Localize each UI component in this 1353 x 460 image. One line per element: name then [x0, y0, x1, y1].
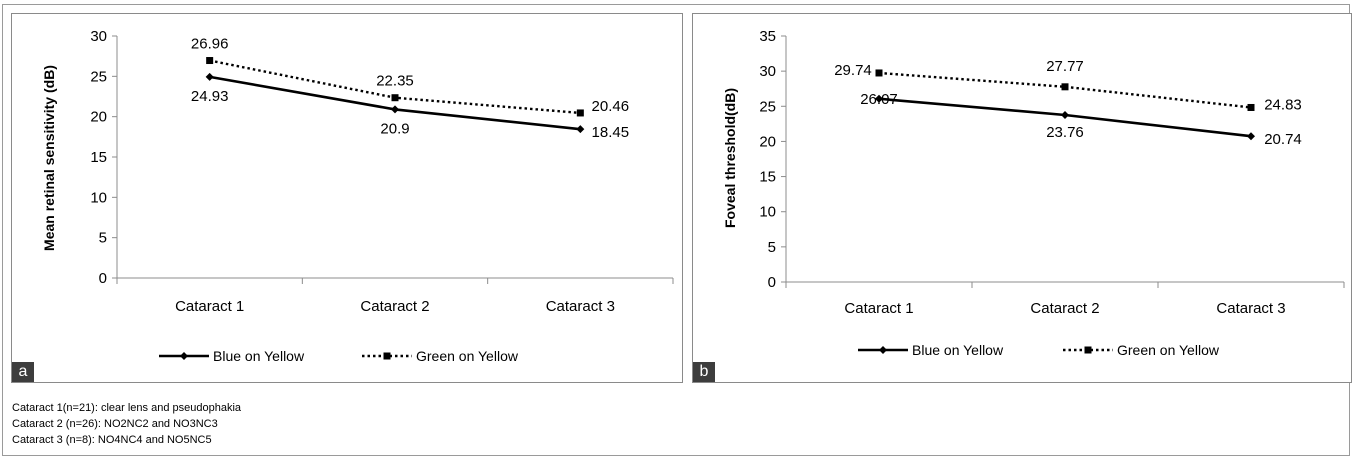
y-tick-label: 10 — [90, 189, 107, 206]
legend-label: Blue on Yellow — [912, 342, 1004, 358]
y-tick-label: 20 — [759, 133, 776, 150]
data-point-green-on-yellow — [576, 109, 584, 117]
x-tick-label: Cataract 2 — [1030, 300, 1099, 317]
y-axis-title: Foveal threshold(dB) — [722, 88, 738, 228]
legend-marker-square — [1084, 346, 1092, 354]
series-line-green-on-yellow — [878, 71, 1252, 109]
y-tick-label: 15 — [90, 149, 107, 166]
data-label-green-on-yellow: 27.77 — [1046, 58, 1084, 75]
data-label-green-on-yellow: 22.35 — [376, 73, 414, 90]
data-label-green-on-yellow: 29.74 — [834, 62, 872, 79]
x-tick-label: Cataract 1 — [844, 300, 913, 317]
data-point-blue-on-yellow — [205, 72, 214, 81]
data-point-blue-on-yellow — [1061, 111, 1069, 120]
y-tick-label: 30 — [90, 28, 107, 45]
legend-marker-diamond — [879, 346, 887, 354]
y-tick-label: 20 — [90, 109, 107, 126]
y-tick-label: 25 — [90, 68, 107, 85]
y-tick-label: 10 — [759, 204, 776, 221]
y-tick-label: 0 — [768, 274, 776, 291]
data-label-blue-on-yellow: 23.76 — [1046, 124, 1084, 141]
data-point-blue-on-yellow — [1247, 132, 1255, 141]
x-tick-label: Cataract 2 — [360, 298, 429, 315]
data-label-blue-on-yellow: 20.9 — [380, 120, 409, 137]
panel-label-a: a — [12, 362, 34, 382]
y-tick-label: 5 — [768, 239, 776, 256]
legend-marker-diamond — [180, 352, 188, 360]
figure-frame: 0 5 10 15 20 25 30 Cataract 1 Cataract 2 Cataract… — [2, 4, 1352, 456]
data-point-green-on-yellow — [1247, 103, 1255, 111]
footnote-cataract-1: Cataract 1(n=21): clear lens and pseudop… — [12, 402, 242, 414]
footnote-cataract-2: Cataract 2 (n=26): NO2NC2 and NO3NC3 — [12, 418, 218, 430]
data-point-green-on-yellow — [206, 57, 214, 65]
data-point-blue-on-yellow — [875, 94, 883, 103]
data-label-green-on-yellow: 24.83 — [1264, 96, 1302, 113]
x-tick-label: Cataract 3 — [1216, 300, 1285, 317]
data-label-green-on-yellow: 26.96 — [191, 36, 229, 53]
x-tick-label: Cataract 1 — [175, 298, 244, 315]
chart-panel-a: 0 5 10 15 20 25 30 Cataract 1 Cataract 2 Cataract… — [11, 13, 683, 383]
y-tick-label: 30 — [759, 63, 776, 80]
data-point-green-on-yellow — [875, 69, 883, 77]
y-tick-label: 15 — [759, 169, 776, 186]
legend-label: Green on Yellow — [416, 348, 519, 364]
x-tick-label: Cataract 3 — [546, 298, 615, 315]
panel-label-b: b — [693, 362, 715, 382]
y-tick-label: 25 — [759, 98, 776, 115]
data-point-blue-on-yellow — [576, 125, 585, 134]
y-axis-title: Mean retinal sensitivity (dB) — [41, 65, 57, 251]
footnotes: Cataract 1(n=21): clear lens and pseudop… — [12, 400, 241, 448]
data-label-blue-on-yellow: 20.74 — [1264, 131, 1302, 148]
footnote-cataract-3: Cataract 3 (n=8): NO4NC4 and NO5NC5 — [12, 434, 212, 446]
legend-label: Blue on Yellow — [213, 348, 305, 364]
chart-a-svg: 0 5 10 15 20 25 30 Cataract 1 Cataract 2 Cataract… — [41, 28, 674, 364]
data-point-blue-on-yellow — [391, 105, 399, 114]
legend-label: Green on Yellow — [1117, 342, 1220, 358]
data-label-green-on-yellow: 20.46 — [592, 98, 630, 115]
y-tick-label: 0 — [99, 270, 107, 287]
y-tick-label: 35 — [759, 28, 776, 45]
data-point-green-on-yellow — [1061, 83, 1069, 91]
data-point-green-on-yellow — [391, 94, 399, 102]
data-label-blue-on-yellow: 18.45 — [592, 124, 630, 141]
data-label-blue-on-yellow: 26.07 — [860, 91, 898, 108]
data-label-blue-on-yellow: 24.93 — [191, 88, 229, 105]
y-tick-label: 5 — [99, 230, 107, 247]
chart-panel-b: 0 5 10 15 20 25 30 35 Cataract 1 Cataract 2 Catara… — [692, 13, 1352, 383]
legend-marker-square — [383, 352, 391, 360]
chart-b-svg: 0 5 10 15 20 25 30 35 Cataract 1 Cataract 2 Catara… — [722, 28, 1345, 358]
